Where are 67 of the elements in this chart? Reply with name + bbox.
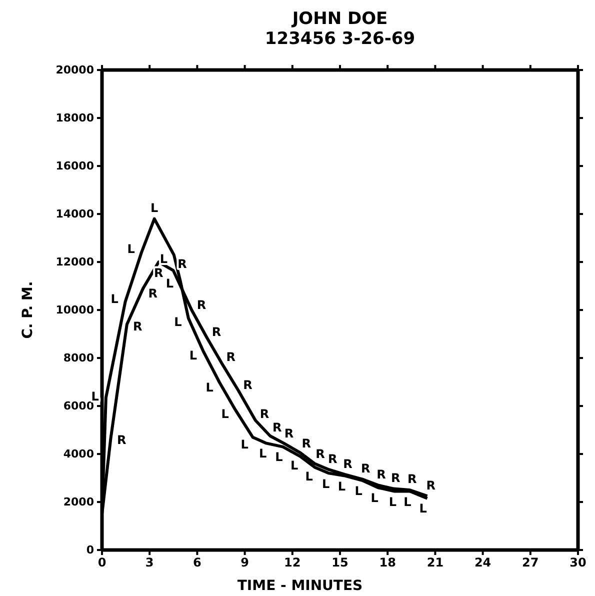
y-tick-label: 14000 [56, 208, 94, 221]
text: R [302, 436, 312, 451]
text: R [148, 286, 158, 300]
text: L [166, 276, 174, 291]
text: R [178, 257, 187, 272]
text: R [196, 298, 206, 312]
x-tick-label: 24 [474, 556, 492, 570]
chart-subtitle: 123456 3-26-69 [264, 29, 416, 49]
text: L [160, 252, 168, 266]
x-tick-label: 9 [240, 556, 249, 570]
x-tick-label: 15 [332, 556, 348, 570]
text: L [189, 348, 197, 363]
y-tick-label: 0 [86, 544, 94, 557]
text: R [260, 407, 270, 422]
text: L [354, 484, 362, 498]
series-label: L [404, 494, 412, 509]
x-tick-label: 6 [193, 556, 202, 570]
text: L [259, 446, 267, 461]
text: R [133, 320, 142, 334]
text: R [343, 456, 352, 471]
text: R [408, 472, 417, 486]
y-tick-label: 8000 [63, 352, 94, 365]
text: L [388, 495, 397, 510]
text: R [117, 432, 126, 447]
text: R [360, 462, 370, 476]
text: L [206, 380, 214, 394]
y-tick-label: 20000 [56, 64, 94, 77]
text: R [243, 378, 252, 392]
y-tick-label: 2000 [63, 496, 94, 509]
series-label: R [154, 266, 164, 280]
text: R [390, 470, 400, 485]
text: L [150, 200, 158, 215]
text: L [221, 407, 229, 422]
y-tick-label: 16000 [56, 160, 94, 173]
text: R [284, 426, 294, 441]
y-tick-label: 10000 [56, 304, 94, 317]
text: L [110, 292, 118, 306]
y-tick-label: 12000 [56, 256, 94, 269]
chart-title: JOHN DOE [291, 9, 388, 29]
x-tick-label: 27 [522, 556, 539, 570]
text: L [370, 491, 378, 506]
x-tick-label: 30 [570, 556, 586, 570]
text: L [127, 242, 135, 256]
text: L [174, 314, 182, 329]
text: L [290, 458, 298, 473]
text: R [272, 420, 282, 434]
text: R [426, 478, 436, 493]
text: L [240, 438, 248, 452]
y-tick-label: 18000 [56, 112, 94, 125]
text: L [275, 450, 283, 464]
text: R [212, 325, 222, 340]
text: R [376, 468, 386, 482]
x-tick-label: 0 [98, 556, 106, 570]
text: L [322, 476, 330, 491]
text: R [226, 350, 236, 364]
x-tick-label: 12 [284, 556, 301, 570]
y-tick-label: 4000 [63, 448, 94, 461]
x-tick-label: 21 [426, 556, 444, 570]
text: L [305, 470, 313, 484]
text: L [338, 479, 346, 494]
x-tick-label: 3 [145, 556, 154, 570]
x-axis-title: TIME - MINUTES [237, 578, 363, 594]
text: L [419, 502, 427, 516]
x-tick-label: 18 [379, 556, 396, 570]
y-axis-title: C. P. M. [20, 281, 36, 339]
text: R [316, 447, 325, 462]
text: R [328, 452, 338, 466]
